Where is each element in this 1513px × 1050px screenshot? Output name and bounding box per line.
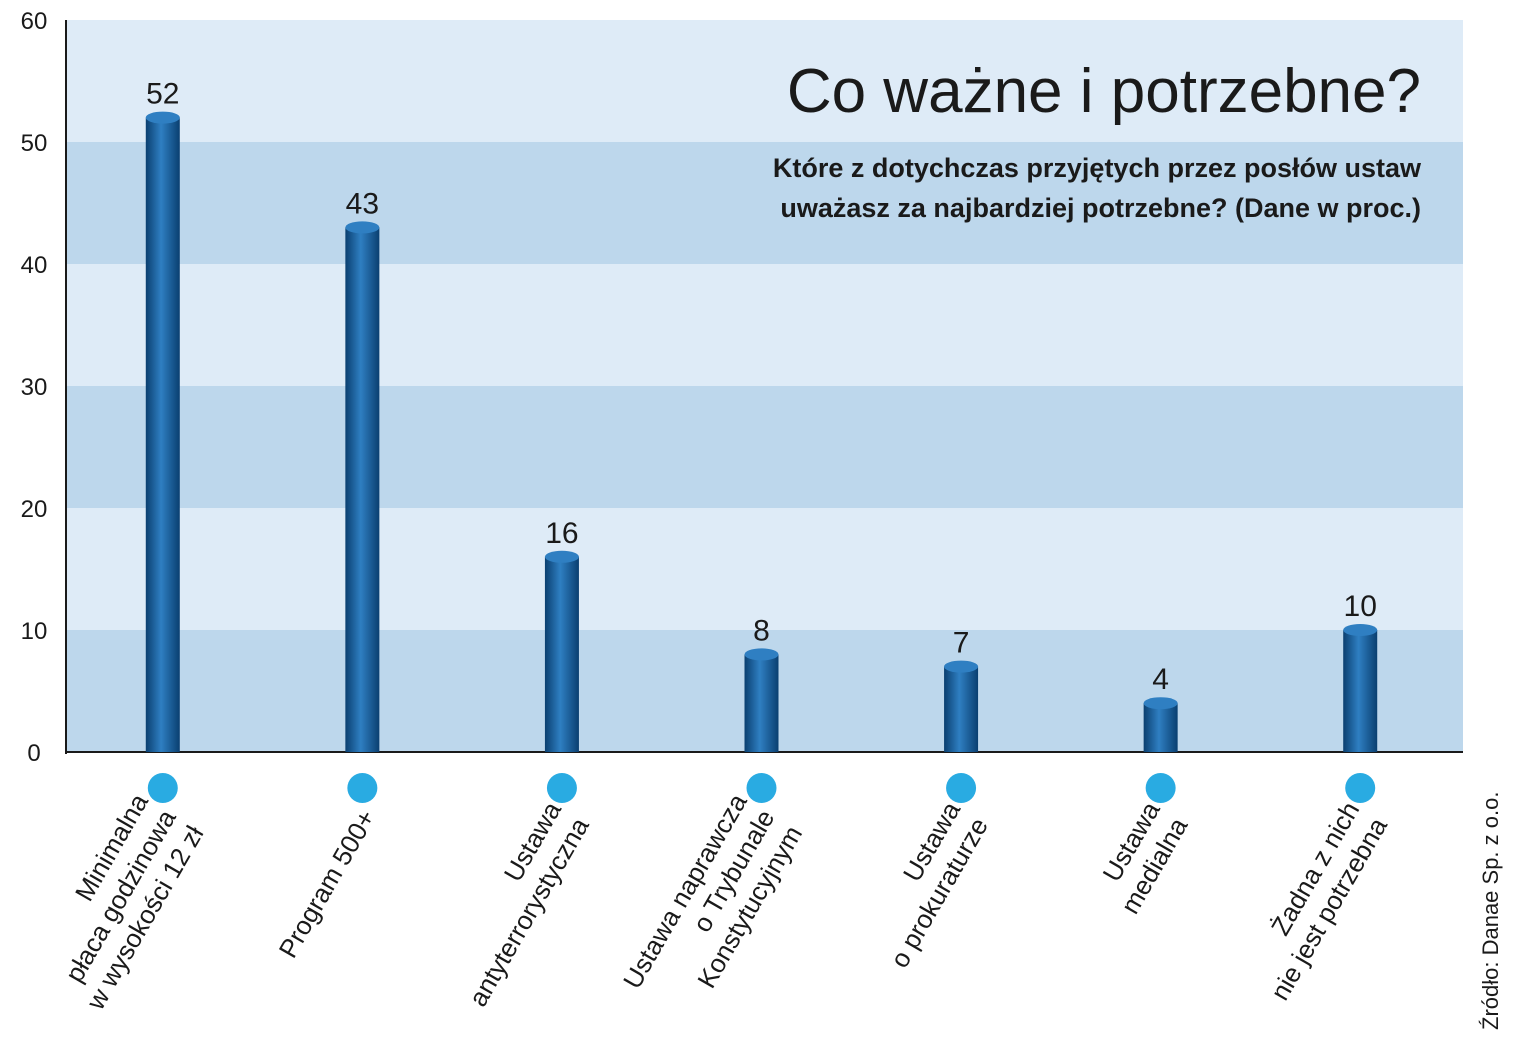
category-dot-4 [946, 773, 977, 803]
bar-cap-0 [145, 111, 180, 124]
y-tick-label-50: 50 [21, 130, 48, 157]
y-tick-label-10: 10 [21, 618, 48, 645]
band-50-60 [66, 20, 1463, 142]
value-label-6: 10 [1344, 590, 1377, 623]
band-30-40 [66, 264, 1463, 386]
bar-cap-6 [1343, 624, 1378, 636]
category-dot-2 [546, 773, 577, 803]
chart-title: Co ważne i potrzebne? [786, 57, 1421, 126]
y-tick-label-40: 40 [21, 252, 48, 279]
category-dot-0 [147, 773, 178, 803]
bar-6 [1343, 630, 1378, 752]
value-label-0: 52 [146, 78, 179, 111]
bar-cap-3 [744, 648, 779, 661]
bar-4 [944, 666, 979, 752]
value-label-2: 16 [545, 517, 578, 550]
band-20-30 [66, 386, 1463, 508]
value-label-1: 43 [346, 187, 379, 220]
bar-3 [744, 654, 779, 752]
bar-2 [544, 556, 579, 752]
y-tick-label-20: 20 [21, 496, 48, 523]
bar-1 [345, 227, 380, 752]
band-10-20 [66, 508, 1463, 630]
category-dot-6 [1345, 773, 1376, 803]
value-label-5: 4 [1152, 663, 1169, 696]
y-tick-label-0: 0 [27, 740, 40, 767]
y-tick-label-60: 60 [21, 8, 48, 35]
band-40-50 [66, 142, 1463, 264]
value-label-3: 8 [753, 614, 770, 647]
category-dot-1 [347, 773, 378, 803]
value-label-4: 7 [953, 627, 970, 660]
category-dot-3 [746, 773, 777, 803]
category-label-1-line-0: Program 500+ [273, 805, 382, 963]
bar-0 [145, 117, 180, 753]
source-note: Źródło: Danae Sp. z o.o. [1478, 791, 1503, 1030]
bar-cap-4 [944, 660, 979, 673]
bar-5 [1143, 703, 1178, 752]
chart-subtitle: Które z dotychczas przyjętych przez posł… [521, 148, 1421, 228]
subtitle-line-1: Które z dotychczas przyjętych przez posł… [772, 153, 1421, 183]
bar-cap-5 [1143, 697, 1178, 710]
y-tick-label-30: 30 [21, 374, 48, 401]
subtitle-line-2: uważasz za najbardziej potrzebne? (Dane … [780, 193, 1421, 223]
bar-cap-1 [345, 221, 380, 234]
category-dot-5 [1145, 773, 1176, 803]
category-label-1: Program 500+ [273, 805, 382, 963]
bar-cap-2 [544, 550, 579, 563]
